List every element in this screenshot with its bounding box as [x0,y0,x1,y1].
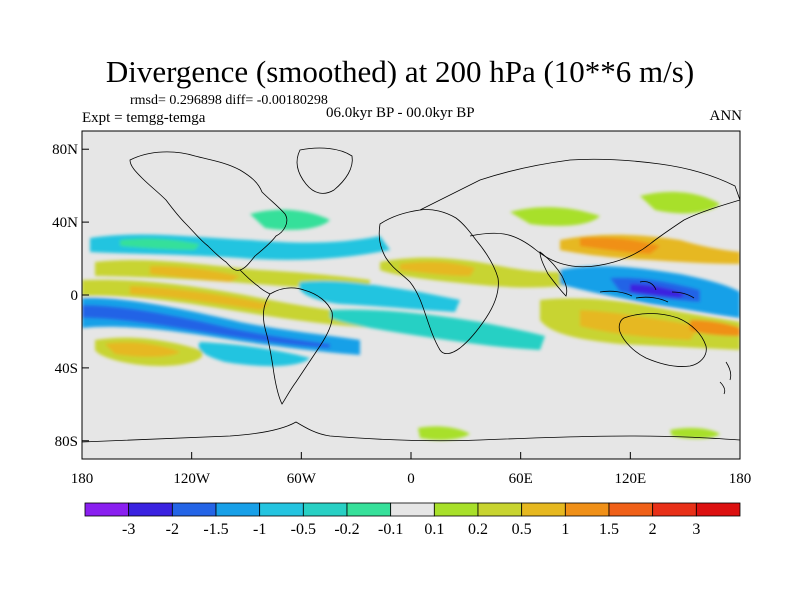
lat-tick-label: 80N [52,142,78,158]
coast-indonesia [599,281,695,303]
colorbar-box [433,502,479,517]
coast-eurasia [419,158,740,268]
latitude-ticks: 80N 40N 0 40S 80S [52,142,89,450]
coast-antarctica [82,421,740,443]
colorbar-box [608,502,654,517]
colorbar-box [564,502,610,517]
lat-tick-label: 80S [55,434,78,450]
period-label: 06.0kyr BP - 00.0kyr BP [326,105,475,121]
colorbar: -3 -2 -1.5 -1 -0.5 -0.2 -0.1 0.1 0.2 0.5 1 1.5 2 3 [84,502,741,538]
colorbar-label: -0.1 [378,521,403,538]
colorbar-box [302,502,348,517]
colorbar-label: -0.5 [291,521,316,538]
colorbar-box [390,502,435,517]
colorbar-box [215,502,261,517]
lat-tick-label: 0 [71,288,79,304]
coast-north-america [129,151,288,271]
field-bands [82,191,740,441]
coast-south-america [262,287,333,405]
colorbar-label: -3 [122,521,135,538]
lon-tick-label: 180 [729,471,752,487]
experiment-label: Expt = temgg-temga [82,110,206,126]
colorbar-box [259,502,304,517]
coast-central-america [239,269,271,295]
lon-tick-label: 0 [407,471,415,487]
plot-title: Divergence (smoothed) at 200 hPa (10**6 … [105,54,695,89]
colorbar-box [128,502,173,517]
colorbar-box [695,502,741,517]
lon-tick-label: 60W [287,471,317,487]
colorbar-box [171,502,217,517]
coast-europe-africa [378,209,499,354]
colorbar-label: 1.5 [599,521,619,538]
coast-new-zealand [719,361,732,395]
colorbar-label: -1.5 [203,521,228,538]
lon-tick-label: 120E [614,471,646,487]
coastlines [82,147,740,443]
colorbar-label: 3 [692,521,700,538]
colorbar-label: -2 [166,521,179,538]
colorbar-label: 0.1 [424,521,444,538]
coast-greenland [296,147,353,194]
coast-australia [618,313,707,367]
stats-text: rmsd= 0.296898 diff= -0.00180298 [130,93,328,108]
colorbar-box [477,502,523,517]
colorbar-label: 1 [561,521,569,538]
lon-tick-label: 120W [173,471,211,487]
colorbar-label: 2 [649,521,657,538]
coast-india [539,251,568,297]
colorbar-box [652,502,697,517]
lon-tick-label: 60E [509,471,533,487]
lon-tick-label: 180 [71,471,94,487]
lat-tick-label: 40N [52,215,78,231]
lat-tick-label: 40S [55,361,78,377]
colorbar-label: 0.2 [468,521,488,538]
colorbar-box [346,502,392,517]
colorbar-box [84,502,130,517]
longitude-ticks: 180 120W 60W 0 60E 120E 180 [71,452,752,487]
colorbar-label: 0.5 [512,521,532,538]
colorbar-label: -0.2 [334,521,359,538]
colorbar-box [521,502,566,517]
colorbar-label: -1 [253,521,266,538]
divergence-field [82,191,740,441]
season-label: ANN [709,108,743,124]
